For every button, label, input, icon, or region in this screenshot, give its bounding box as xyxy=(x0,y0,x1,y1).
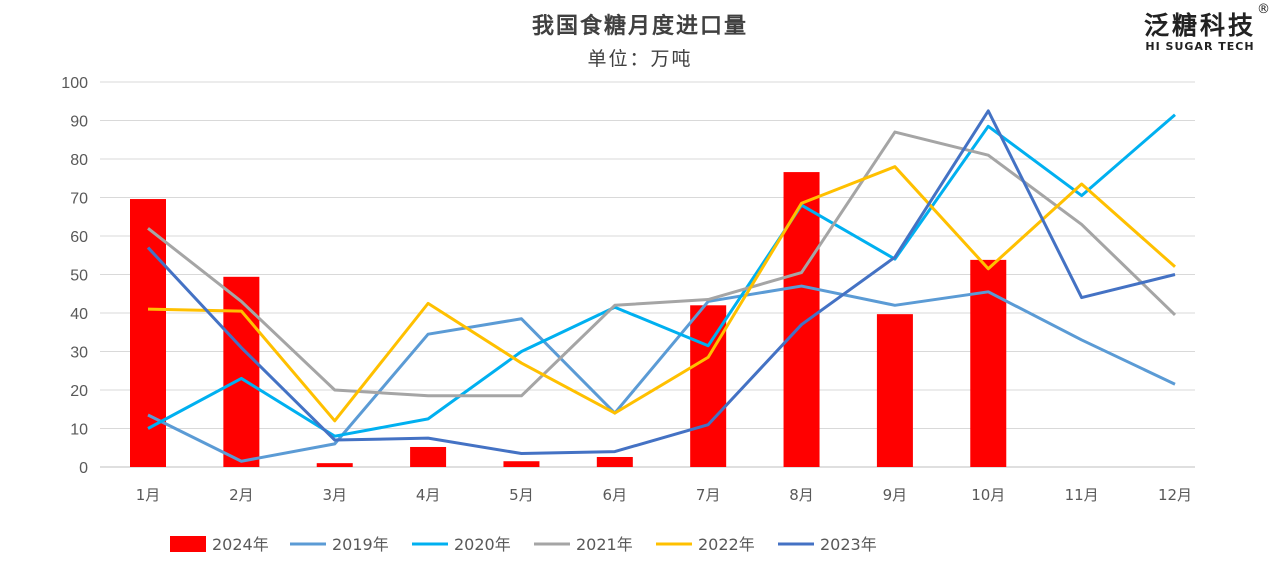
x-tick-label: 5月 xyxy=(509,486,534,504)
logo: 泛糖科技 HI SUGAR TECH ® xyxy=(1143,2,1270,53)
bar-2024 xyxy=(690,305,727,467)
bar-2024 xyxy=(876,314,913,467)
y-tick-label: 40 xyxy=(70,306,88,323)
legend-label: 2020年 xyxy=(454,535,511,554)
bar-2024 xyxy=(783,172,820,467)
x-tick-label: 3月 xyxy=(322,486,347,504)
legend-label: 2023年 xyxy=(820,535,877,554)
y-tick-label: 60 xyxy=(70,229,88,246)
bar-2024 xyxy=(223,276,260,467)
legend-label: 2024年 xyxy=(212,535,269,554)
x-tick-label: 9月 xyxy=(883,486,908,504)
y-tick-label: 20 xyxy=(70,383,88,400)
registered-mark: ® xyxy=(1257,2,1270,17)
y-tick-label: 70 xyxy=(70,191,88,208)
x-tick-label: 2月 xyxy=(229,486,254,504)
chart-subtitle: 单位：万吨 xyxy=(587,48,693,70)
legend-swatch-2024 xyxy=(170,536,206,552)
x-tick-label: 10月 xyxy=(971,486,1005,504)
x-tick-label: 7月 xyxy=(696,486,721,504)
logo-cn: 泛糖科技 xyxy=(1143,11,1256,40)
line-2022 xyxy=(147,165,1176,423)
legend-label: 2019年 xyxy=(332,535,389,554)
x-tick-label: 11月 xyxy=(1065,486,1099,504)
x-tick-label: 1月 xyxy=(136,486,161,504)
bar-2024 xyxy=(596,456,633,467)
line-2021 xyxy=(147,130,1177,398)
line-2020 xyxy=(147,113,1176,438)
y-tick-label: 80 xyxy=(70,152,88,169)
y-tick-label: 0 xyxy=(79,460,88,477)
line-2019 xyxy=(147,284,1176,463)
bar-2024 xyxy=(316,463,353,467)
legend-label: 2021年 xyxy=(576,535,633,554)
line-2023 xyxy=(146,109,1176,456)
x-tick-label: 8月 xyxy=(789,486,814,504)
x-tick-label: 12月 xyxy=(1158,486,1192,504)
y-tick-label: 100 xyxy=(61,75,88,92)
y-tick-label: 50 xyxy=(70,268,88,285)
x-tick-label: 6月 xyxy=(603,486,628,504)
legend-label: 2022年 xyxy=(698,535,755,554)
bar-2024 xyxy=(410,446,447,467)
y-tick-label: 10 xyxy=(70,422,88,439)
chart-title: 我国食糖月度进口量 xyxy=(531,13,748,39)
x-tick-label: 4月 xyxy=(416,486,441,504)
logo-en: HI SUGAR TECH xyxy=(1145,40,1255,53)
y-tick-label: 30 xyxy=(70,345,88,362)
bar-2024 xyxy=(503,461,540,467)
y-tick-label: 90 xyxy=(70,114,88,131)
